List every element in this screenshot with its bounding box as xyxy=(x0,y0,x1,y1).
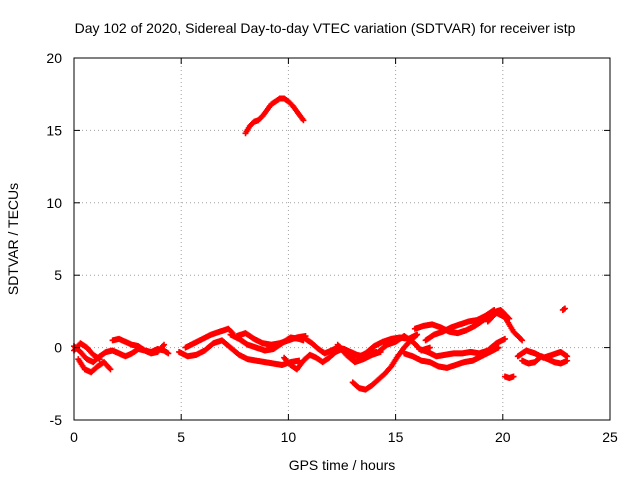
x-axis-ticks: 0 5 10 15 20 25 xyxy=(70,58,618,445)
data-point xyxy=(561,305,568,312)
data-point xyxy=(165,350,172,357)
data-point xyxy=(510,373,517,380)
data-point xyxy=(161,341,168,348)
data-point xyxy=(519,337,526,344)
y-axis-label: SDTVAR / TECUs xyxy=(5,183,21,295)
data-point xyxy=(426,344,433,351)
y-tick-label: 10 xyxy=(46,195,62,211)
gridlines xyxy=(74,58,610,420)
y-tick-label: 20 xyxy=(46,50,62,66)
series-arc-3 xyxy=(109,335,168,357)
x-tick-label: 20 xyxy=(495,429,511,445)
y-axis-ticks: -5 0 5 10 15 20 xyxy=(46,50,610,428)
x-tick-label: 0 xyxy=(70,429,78,445)
data-point xyxy=(495,344,502,351)
series-arc-upper xyxy=(242,95,307,137)
series-arc-23 xyxy=(559,305,568,313)
y-tick-label: -5 xyxy=(50,412,63,428)
y-tick-label: 15 xyxy=(46,122,62,138)
x-tick-label: 10 xyxy=(281,429,297,445)
data-point xyxy=(564,357,571,364)
series-arc-21 xyxy=(519,353,571,367)
y-tick-label: 5 xyxy=(54,267,62,283)
chart-title: Day 102 of 2020, Sidereal Day-to-day VTE… xyxy=(75,20,576,36)
x-tick-label: 5 xyxy=(177,429,185,445)
series-arc-8 xyxy=(233,330,309,348)
x-tick-label: 25 xyxy=(602,429,618,445)
plot-frame xyxy=(73,57,611,421)
data-point xyxy=(518,336,525,343)
series-arc-18 xyxy=(422,306,498,344)
series-arc-6 xyxy=(182,325,236,351)
data-point xyxy=(300,117,307,124)
data-point xyxy=(501,335,508,342)
data-point xyxy=(107,366,114,373)
data-point xyxy=(414,331,421,338)
series-arc-22 xyxy=(501,373,517,382)
x-tick-label: 15 xyxy=(388,429,404,445)
series-arc-19 xyxy=(484,309,526,344)
y-tick-label: 0 xyxy=(54,340,62,356)
series-arc-16 xyxy=(416,335,508,360)
series-arc-2 xyxy=(75,356,114,376)
x-axis-label: GPS time / hours xyxy=(289,457,396,473)
data-point xyxy=(96,356,103,363)
data-points xyxy=(71,95,571,393)
